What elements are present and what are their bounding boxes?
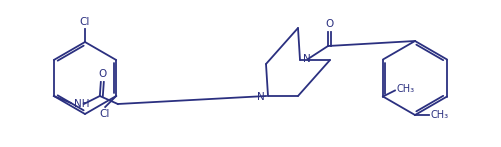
Text: O: O — [325, 19, 334, 29]
Text: Cl: Cl — [80, 17, 90, 27]
Text: N: N — [257, 92, 265, 102]
Text: CH₃: CH₃ — [431, 110, 449, 120]
Text: NH: NH — [74, 99, 89, 109]
Text: O: O — [98, 69, 106, 79]
Text: CH₃: CH₃ — [397, 85, 415, 95]
Text: N: N — [303, 54, 311, 64]
Text: Cl: Cl — [99, 109, 109, 119]
